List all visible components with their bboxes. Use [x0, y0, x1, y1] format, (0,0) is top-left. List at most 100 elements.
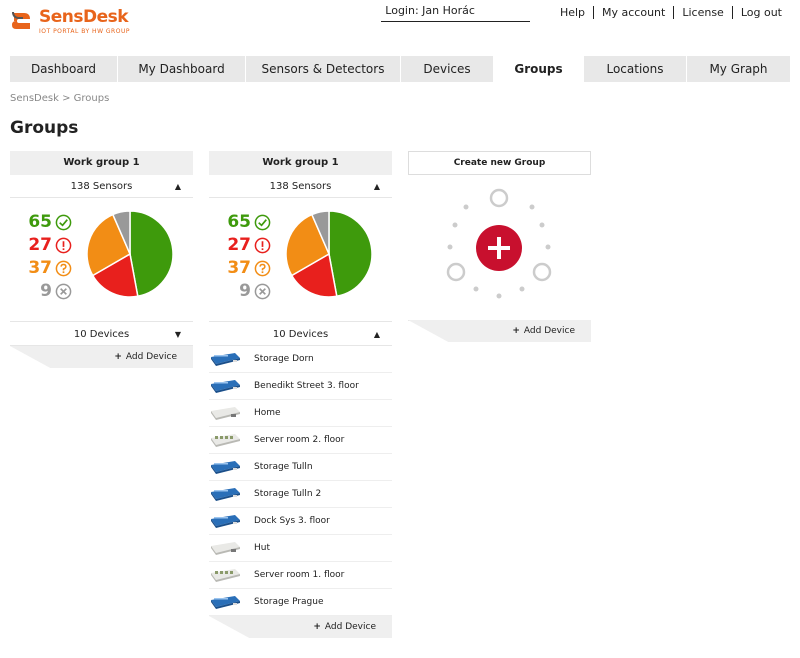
tab-sensors-detectors[interactable]: Sensors & Detectors	[246, 56, 401, 82]
add-device-label: Add Device	[324, 622, 376, 632]
device-name: Server room 2. floor	[254, 435, 345, 445]
logout-link[interactable]: Log out	[731, 6, 790, 19]
sensor-pie-chart[interactable]	[285, 210, 373, 298]
license-link[interactable]: License	[673, 6, 731, 19]
caret-up-icon: ▲	[174, 182, 181, 191]
tab-my-graph[interactable]: My Graph	[709, 62, 768, 76]
alarm-count: 27	[28, 235, 52, 255]
stat-alarm[interactable]: 27	[28, 235, 72, 255]
help-link[interactable]: Help	[559, 6, 586, 19]
device-name: Storage Tulln	[254, 462, 313, 472]
breadcrumb[interactable]: SensDesk > Groups	[10, 93, 110, 104]
devices-toggle[interactable]: 10 Devices ▼	[10, 321, 193, 346]
stat-disconnected[interactable]: 9	[28, 281, 72, 301]
stat-ok[interactable]: 65	[28, 212, 72, 232]
device-list-item[interactable]: Hut	[209, 535, 392, 562]
group-card: Work group 1 138 Sensors ▲ 65 27 37 9 10…	[209, 151, 392, 638]
main-nav: Dashboard My Dashboard Sensors & Detecto…	[10, 56, 790, 82]
ok-count: 65	[227, 212, 251, 232]
caret-down-icon: ▼	[174, 330, 181, 339]
pie-slice-disconnected[interactable]	[310, 210, 330, 255]
device-name: Storage Prague	[254, 597, 324, 607]
group-name[interactable]: Work group 1	[10, 151, 193, 175]
add-device-label: Add Device	[523, 326, 575, 336]
white-device-icon	[211, 542, 240, 555]
blue-device-icon	[211, 461, 240, 474]
x-circle-icon	[55, 283, 72, 299]
my-account-link[interactable]: My account	[593, 6, 673, 19]
device-list-item[interactable]: Storage Tulln 2	[209, 481, 392, 508]
x-circle-icon	[254, 283, 271, 299]
blue-device-icon	[211, 488, 240, 501]
pie-slice-alarm[interactable]	[290, 252, 338, 298]
pie-slice-disconnected[interactable]	[111, 210, 131, 255]
sensdesk-logo[interactable]: SensDesk IOT PORTAL BY HW GROUP	[10, 7, 140, 37]
device-list-item[interactable]: Benedikt Street 3. floor	[209, 373, 392, 400]
add-device-button[interactable]: + Add Device	[408, 320, 591, 342]
warning-count: 37	[28, 258, 52, 278]
add-device-button[interactable]: + Add Device	[209, 616, 392, 638]
stat-ok[interactable]: 65	[227, 212, 271, 232]
pie-slice-alarm[interactable]	[91, 252, 139, 298]
pie-slice-ok[interactable]	[129, 210, 174, 298]
tab-devices[interactable]: Devices	[401, 56, 494, 82]
group-card: Work group 1 138 Sensors ▲ 65 27 37 9 10…	[10, 151, 193, 368]
add-device-label: Add Device	[125, 352, 177, 362]
tab-groups[interactable]: Groups	[494, 56, 584, 82]
tab-dashboard[interactable]: Dashboard	[10, 56, 118, 82]
sensors-count: 138 Sensors	[70, 181, 133, 192]
device-list-item[interactable]: Server room 1. floor	[209, 562, 392, 589]
add-device-button[interactable]: + Add Device	[10, 346, 193, 368]
stat-disconnected[interactable]: 9	[227, 281, 271, 301]
devices-count: 10 Devices	[272, 329, 329, 340]
tab-my-dashboard[interactable]: My Dashboard	[118, 56, 246, 82]
sensor-pie-chart[interactable]	[86, 210, 174, 298]
devices-count: 10 Devices	[73, 329, 130, 340]
logo-tagline: IOT PORTAL BY HW GROUP	[39, 28, 130, 35]
check-circle-icon	[55, 214, 72, 230]
stat-warning[interactable]: 37	[28, 258, 72, 278]
blue-device-icon	[211, 380, 240, 393]
device-list: Storage Dorn Benedikt Street 3. floor Ho…	[209, 346, 392, 616]
logo-name: SensDesk	[39, 7, 129, 27]
tab-locations[interactable]: Locations	[584, 56, 687, 82]
device-list-item[interactable]: Storage Tulln	[209, 454, 392, 481]
device-list-item[interactable]: Storage Dorn	[209, 346, 392, 373]
pie-slice-ok[interactable]	[328, 210, 373, 298]
device-name: Hut	[254, 543, 271, 553]
login-info: Login: Jan Horác	[381, 3, 530, 22]
blue-device-icon	[211, 353, 240, 366]
create-new-group-button[interactable]: Create new Group	[408, 151, 591, 175]
device-list-item[interactable]: Server room 2. floor	[209, 427, 392, 454]
disconnected-count: 9	[239, 281, 251, 301]
sensors-toggle[interactable]: 138 Sensors ▲	[10, 175, 193, 198]
device-list-item[interactable]: Dock Sys 3. floor	[209, 508, 392, 535]
grey-device-icon	[211, 434, 240, 447]
alarm-count: 27	[227, 235, 251, 255]
exclamation-circle-icon	[254, 237, 271, 253]
device-list-item[interactable]: Storage Prague	[209, 589, 392, 616]
device-name: Dock Sys 3. floor	[254, 516, 330, 526]
caret-up-icon: ▲	[373, 330, 380, 339]
stat-warning[interactable]: 37	[227, 258, 271, 278]
add-group-plus-button[interactable]	[476, 225, 522, 271]
question-circle-icon	[55, 260, 72, 276]
plus-icon: +	[313, 622, 321, 632]
blue-device-icon	[211, 596, 240, 609]
grey-device-icon	[211, 569, 240, 582]
device-name: Storage Tulln 2	[254, 489, 322, 499]
sensor-stats: 65 27 37 9	[10, 198, 193, 321]
group-name[interactable]: Work group 1	[209, 151, 392, 175]
devices-toggle[interactable]: 10 Devices ▲	[209, 321, 392, 346]
stat-alarm[interactable]: 27	[227, 235, 271, 255]
device-list-item[interactable]: Home	[209, 400, 392, 427]
device-name: Storage Dorn	[254, 354, 314, 364]
sensors-toggle[interactable]: 138 Sensors ▲	[209, 175, 392, 198]
white-device-icon	[211, 407, 240, 420]
top-bar: Login: Jan Horác Help My account License…	[381, 3, 790, 22]
top-links: Help My account License Log out	[552, 6, 790, 19]
warning-count: 37	[227, 258, 251, 278]
disconnected-count: 9	[40, 281, 52, 301]
sensor-stats: 65 27 37 9	[209, 198, 392, 321]
device-name: Home	[254, 408, 281, 418]
